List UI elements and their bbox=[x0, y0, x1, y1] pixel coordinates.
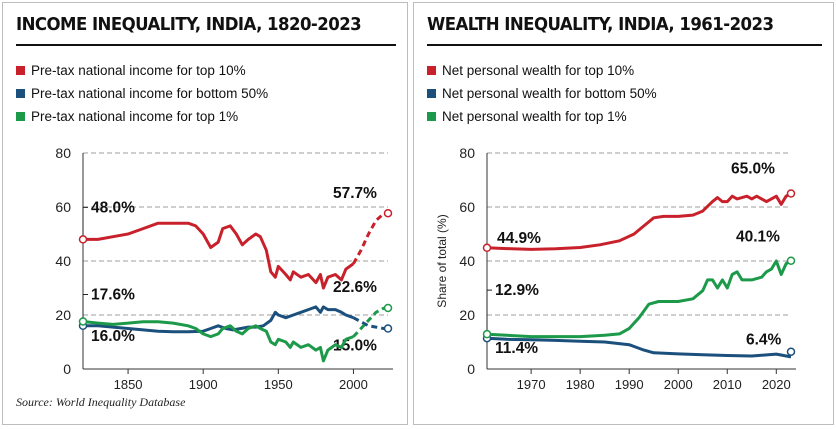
y-tick-label: 20 bbox=[55, 307, 71, 323]
label-leader bbox=[486, 289, 492, 331]
data-label: 12.9% bbox=[495, 282, 539, 299]
endpoint-marker bbox=[78, 235, 88, 244]
x-tick-label: 1990 bbox=[615, 377, 644, 392]
x-tick-label: 2000 bbox=[664, 377, 693, 392]
chart-1: 0 20 40 60 80 1970 1980 1990 2000 2010 2020 Share o… bbox=[435, 145, 796, 392]
endpoint-marker bbox=[383, 208, 393, 218]
y-tick-label: 60 bbox=[459, 199, 475, 215]
title-rule bbox=[427, 44, 822, 46]
series-path-solid bbox=[82, 320, 354, 363]
chart-legend: Net personal wealth for top 10% Net perso… bbox=[427, 59, 657, 128]
data-label: 16.0% bbox=[91, 328, 135, 345]
legend-item: Pre-tax national income for top 1% bbox=[16, 105, 268, 128]
legend-swatch bbox=[16, 112, 25, 121]
data-label: 57.7% bbox=[333, 185, 377, 202]
y-tick-label: 40 bbox=[459, 253, 475, 269]
legend-swatch bbox=[427, 89, 436, 98]
data-label: 11.4% bbox=[495, 340, 538, 357]
series-path-solid bbox=[486, 336, 792, 359]
series-path-solid bbox=[486, 192, 792, 251]
legend-swatch bbox=[16, 89, 25, 98]
endpoint-marker bbox=[383, 324, 393, 333]
chart-title: INCOME INEQUALITY, INDIA, 1820-2023 bbox=[16, 14, 362, 35]
legend-swatch bbox=[16, 66, 25, 75]
data-label: 6.4% bbox=[746, 332, 782, 349]
chart-title: WEALTH INEQUALITY, INDIA, 1961-2023 bbox=[427, 14, 774, 35]
endpoint-marker bbox=[482, 243, 492, 253]
x-tick-label: 1980 bbox=[566, 377, 595, 392]
title-rule bbox=[16, 44, 396, 46]
series-path-solid bbox=[83, 221, 355, 290]
x-tick-label: 2000 bbox=[339, 377, 368, 392]
x-tick-label: 1900 bbox=[189, 377, 218, 392]
legend-swatch bbox=[427, 66, 436, 75]
chart-legend: Pre-tax national income for top 10% Pre-t… bbox=[16, 59, 268, 128]
legend-item: Net personal wealth for top 1% bbox=[427, 105, 657, 128]
series-path-projection bbox=[352, 306, 389, 338]
y-tick-label: 80 bbox=[459, 145, 475, 161]
data-label: 22.6% bbox=[333, 279, 377, 296]
series-line: 17.6% 22.6% bbox=[78, 279, 393, 363]
source-note: Source: World Inequality Database bbox=[16, 395, 186, 409]
y-tick-label: 20 bbox=[459, 307, 475, 323]
endpoint-marker bbox=[786, 189, 796, 198]
data-label: 65.0% bbox=[731, 161, 775, 178]
x-tick-label: 2010 bbox=[713, 377, 742, 392]
series-line: 11.4% 6.4% bbox=[482, 332, 796, 359]
y-tick-label: 0 bbox=[63, 361, 71, 377]
legend-item: Pre-tax national income for top 10% bbox=[16, 59, 268, 82]
y-tick-label: 0 bbox=[467, 361, 475, 377]
data-label: 48.0% bbox=[91, 199, 135, 216]
legend-item: Net personal wealth for bottom 50% bbox=[427, 82, 657, 105]
series-path-solid bbox=[486, 259, 792, 339]
x-tick-label: 1970 bbox=[517, 377, 546, 392]
label-leader bbox=[82, 293, 88, 318]
series-line: 44.9% 65.0% bbox=[482, 161, 796, 253]
legend-label: Pre-tax national income for top 10% bbox=[31, 63, 246, 78]
y-axis-label: Share of total (%) bbox=[435, 214, 449, 307]
legend-label: Net personal wealth for top 10% bbox=[442, 63, 635, 78]
legend-item: Pre-tax national income for bottom 50% bbox=[16, 82, 268, 105]
series-line: 12.9% 40.1% bbox=[482, 229, 796, 339]
x-tick-label: 1950 bbox=[264, 377, 293, 392]
legend-swatch bbox=[427, 112, 436, 121]
legend-item: Net personal wealth for top 10% bbox=[427, 59, 657, 82]
data-label: 44.9% bbox=[497, 230, 541, 247]
endpoint-marker bbox=[786, 256, 796, 265]
y-tick-label: 80 bbox=[55, 145, 71, 161]
endpoint-marker bbox=[786, 347, 796, 356]
income-inequality-panel bbox=[2, 2, 408, 425]
y-tick-label: 40 bbox=[55, 253, 71, 269]
series-path-projection bbox=[352, 211, 389, 265]
y-tick-label: 60 bbox=[55, 199, 71, 215]
endpoint-marker bbox=[78, 317, 88, 326]
endpoint-marker bbox=[383, 303, 393, 313]
x-tick-label: 2020 bbox=[762, 377, 791, 392]
legend-label: Pre-tax national income for top 1% bbox=[31, 109, 239, 124]
legend-label: Net personal wealth for bottom 50% bbox=[442, 86, 657, 101]
chart-0: 0 20 40 60 80 1850 1900 1950 2000 48.0% 57.7% 16.0%… bbox=[55, 145, 393, 392]
x-tick-label: 1850 bbox=[114, 377, 143, 392]
legend-label: Net personal wealth for top 1% bbox=[442, 109, 627, 124]
series-line: 48.0% 57.7% bbox=[78, 185, 393, 290]
label-leader bbox=[82, 206, 88, 236]
endpoint-marker bbox=[482, 329, 492, 339]
data-label: 40.1% bbox=[736, 229, 780, 246]
legend-label: Pre-tax national income for bottom 50% bbox=[31, 86, 269, 101]
data-label: 17.6% bbox=[91, 286, 135, 303]
